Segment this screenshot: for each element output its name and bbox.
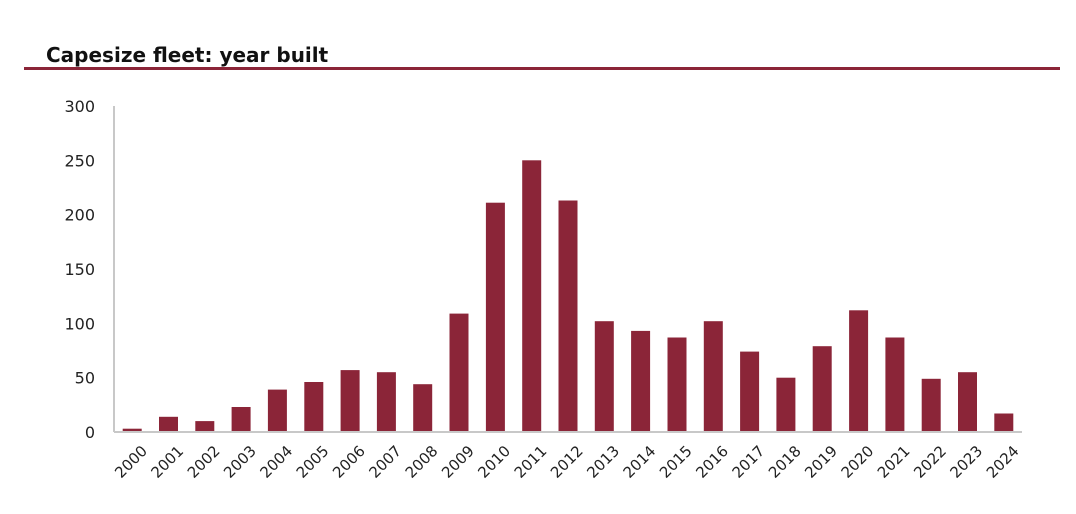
x-tick-label: 2012 bbox=[547, 442, 587, 482]
title-rule bbox=[24, 67, 1060, 70]
y-tick-label: 0 bbox=[85, 423, 95, 442]
y-tick-label: 250 bbox=[64, 151, 95, 170]
bar-2005 bbox=[304, 382, 324, 432]
bar-2017 bbox=[740, 351, 760, 432]
bar-2000 bbox=[122, 428, 142, 432]
bar-2007 bbox=[376, 372, 396, 432]
x-tick-label: 2017 bbox=[729, 442, 769, 482]
x-tick-label: 2002 bbox=[184, 442, 224, 482]
x-tick-label: 2023 bbox=[947, 442, 987, 482]
bar-2016 bbox=[703, 321, 723, 432]
bar-2014 bbox=[631, 330, 651, 432]
x-tick-label: 2003 bbox=[220, 442, 260, 482]
x-tick-label: 2005 bbox=[293, 442, 333, 482]
bar-2018 bbox=[776, 377, 796, 432]
x-tick-label: 2001 bbox=[147, 442, 187, 482]
x-tick-label: 2006 bbox=[329, 442, 369, 482]
x-tick-label: 2018 bbox=[765, 442, 805, 482]
bar-2012 bbox=[558, 200, 578, 432]
x-tick-label: 2022 bbox=[910, 442, 950, 482]
y-tick-label: 300 bbox=[64, 97, 95, 116]
x-tick-label: 2020 bbox=[838, 442, 878, 482]
bar-2003 bbox=[231, 407, 251, 432]
bar-2013 bbox=[594, 321, 614, 432]
bar-2011 bbox=[522, 160, 542, 433]
y-axis: 0 50 100 150 200 250 300 bbox=[64, 97, 115, 442]
bar-2022 bbox=[921, 378, 941, 432]
bar-2010 bbox=[485, 202, 505, 432]
x-tick-label: 2024 bbox=[983, 442, 1023, 482]
x-tick-label: 2011 bbox=[511, 442, 551, 482]
y-tick-label: 150 bbox=[64, 260, 95, 279]
x-tick-label: 2010 bbox=[474, 442, 514, 482]
x-tick-label: 2021 bbox=[874, 442, 914, 482]
y-tick-label: 50 bbox=[75, 369, 95, 388]
x-tick-label: 2000 bbox=[111, 442, 151, 482]
x-tick-label: 2007 bbox=[365, 442, 405, 482]
x-tick-label: 2009 bbox=[438, 442, 478, 482]
bar-2019 bbox=[812, 346, 832, 432]
x-tick-label: 2014 bbox=[620, 442, 660, 482]
bar-2024 bbox=[994, 413, 1014, 432]
x-axis: 2000200120022003200420052006200720082009… bbox=[111, 431, 1023, 482]
bar-2006 bbox=[340, 370, 360, 432]
bar-2023 bbox=[958, 372, 977, 432]
x-tick-label: 2008 bbox=[402, 442, 442, 482]
bar-2020 bbox=[849, 310, 869, 432]
bar-2021 bbox=[885, 337, 905, 432]
bar-2009 bbox=[449, 313, 469, 432]
bar-2004 bbox=[267, 389, 287, 432]
chart-title: Capesize fleet: year built bbox=[46, 43, 329, 67]
bar-2015 bbox=[667, 337, 687, 432]
bar-2001 bbox=[159, 416, 178, 432]
y-tick-label: 200 bbox=[64, 206, 95, 225]
y-tick-label: 100 bbox=[64, 314, 95, 333]
x-tick-label: 2016 bbox=[692, 442, 732, 482]
bar-2002 bbox=[195, 421, 215, 432]
bar-2008 bbox=[413, 384, 433, 432]
x-tick-label: 2004 bbox=[256, 442, 296, 482]
x-tick-label: 2015 bbox=[656, 442, 696, 482]
x-tick-label: 2019 bbox=[801, 442, 841, 482]
bars bbox=[122, 160, 1014, 433]
x-tick-label: 2013 bbox=[583, 442, 623, 482]
